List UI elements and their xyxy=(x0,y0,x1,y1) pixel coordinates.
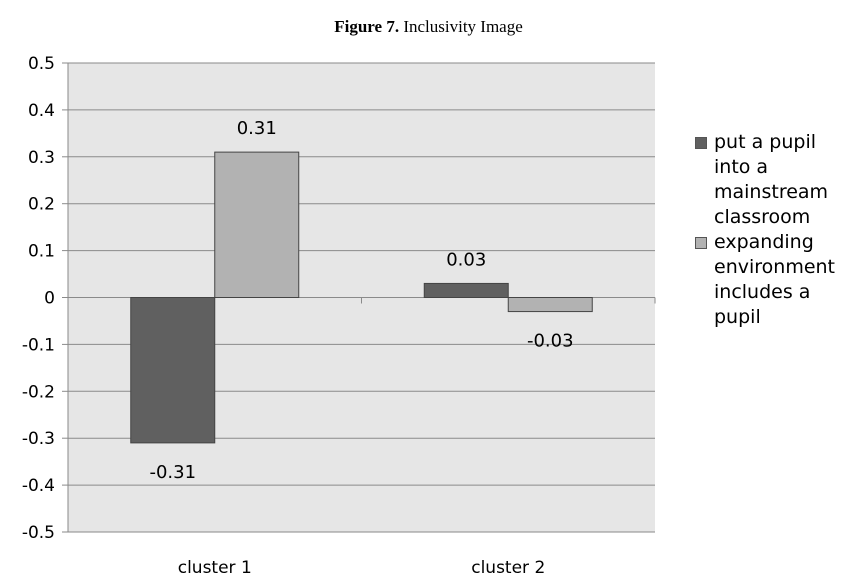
x-tick-label: cluster 2 xyxy=(471,558,545,578)
data-label: -0.03 xyxy=(527,331,574,352)
bar xyxy=(130,297,216,444)
legend-swatch xyxy=(695,237,707,249)
data-label: 0.31 xyxy=(237,118,277,139)
figure-caption: Inclusivity Image xyxy=(403,17,523,36)
bar xyxy=(507,297,593,313)
y-tick-label: -0.2 xyxy=(22,382,55,402)
legend-swatch xyxy=(695,137,707,149)
y-tick-label: -0.5 xyxy=(22,523,55,543)
bars xyxy=(130,151,593,444)
chart-legend: put a pupil into a mainstream classroom e… xyxy=(693,130,853,330)
labels: -0.5 -0.4 -0.3 -0.2 -0.1 0 0.1 0.2 0.3 0.4 0.5 clus… xyxy=(22,54,574,578)
y-tick-label: 0.3 xyxy=(28,148,55,168)
figure-title: Figure 7. Inclusivity Image xyxy=(0,17,857,37)
legend-label: expanding environment includes a pupil xyxy=(714,231,836,328)
y-tick-label: 0 xyxy=(44,289,55,309)
y-tick-label: 0.5 xyxy=(28,54,55,74)
bar xyxy=(423,282,509,298)
x-tick-label: cluster 1 xyxy=(178,558,252,578)
data-label: 0.03 xyxy=(446,249,486,270)
y-tick-label: -0.3 xyxy=(22,429,55,449)
legend-item: put a pupil into a mainstream classroom xyxy=(693,130,853,230)
bar xyxy=(214,151,300,298)
data-label: -0.31 xyxy=(149,462,196,483)
y-tick-label: 0.2 xyxy=(28,195,55,215)
y-tick-label: -0.4 xyxy=(22,476,55,496)
legend-label: put a pupil into a mainstream classroom xyxy=(714,131,829,228)
legend-item: expanding environment includes a pupil xyxy=(693,230,853,330)
y-tick-label: 0.1 xyxy=(28,242,55,262)
y-tick-label: -0.1 xyxy=(22,335,55,355)
y-tick-label: 0.4 xyxy=(28,101,55,121)
figure-label: Figure 7. xyxy=(334,17,400,36)
